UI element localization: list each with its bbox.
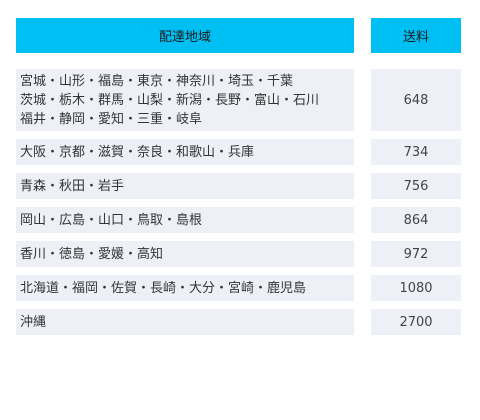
region-cell: 沖縄: [16, 309, 354, 335]
fee-cell: 864: [371, 207, 461, 233]
fee-column-header: 送料: [371, 18, 461, 53]
fee-cell: 756: [371, 173, 461, 199]
fee-cell: 648: [371, 69, 461, 131]
region-cell: 香川・徳島・愛媛・高知: [16, 241, 354, 267]
table-row: 北海道・福岡・佐賀・長崎・大分・宮崎・鹿児島 1080: [16, 275, 462, 301]
fee-cell: 2700: [371, 309, 461, 335]
table-header: 配達地域 送料: [16, 18, 462, 53]
table-row: 宮城・山形・福島・東京・神奈川・埼玉・千葉 茨城・栃木・群馬・山梨・新潟・長野・…: [16, 69, 462, 131]
table-row: 香川・徳島・愛媛・高知 972: [16, 241, 462, 267]
region-cell: 宮城・山形・福島・東京・神奈川・埼玉・千葉 茨城・栃木・群馬・山梨・新潟・長野・…: [16, 69, 354, 131]
table-row: 青森・秋田・岩手 756: [16, 173, 462, 199]
region-cell: 青森・秋田・岩手: [16, 173, 354, 199]
fee-cell: 1080: [371, 275, 461, 301]
region-cell: 北海道・福岡・佐賀・長崎・大分・宮崎・鹿児島: [16, 275, 354, 301]
table-row: 岡山・広島・山口・鳥取・島根 864: [16, 207, 462, 233]
region-cell: 大阪・京都・滋賀・奈良・和歌山・兵庫: [16, 139, 354, 165]
fee-cell: 972: [371, 241, 461, 267]
region-column-header: 配達地域: [16, 18, 354, 53]
region-cell: 岡山・広島・山口・鳥取・島根: [16, 207, 354, 233]
fee-cell: 734: [371, 139, 461, 165]
shipping-fee-table: 配達地域 送料 宮城・山形・福島・東京・神奈川・埼玉・千葉 茨城・栃木・群馬・山…: [16, 18, 462, 343]
table-row: 沖縄 2700: [16, 309, 462, 335]
table-row: 大阪・京都・滋賀・奈良・和歌山・兵庫 734: [16, 139, 462, 165]
